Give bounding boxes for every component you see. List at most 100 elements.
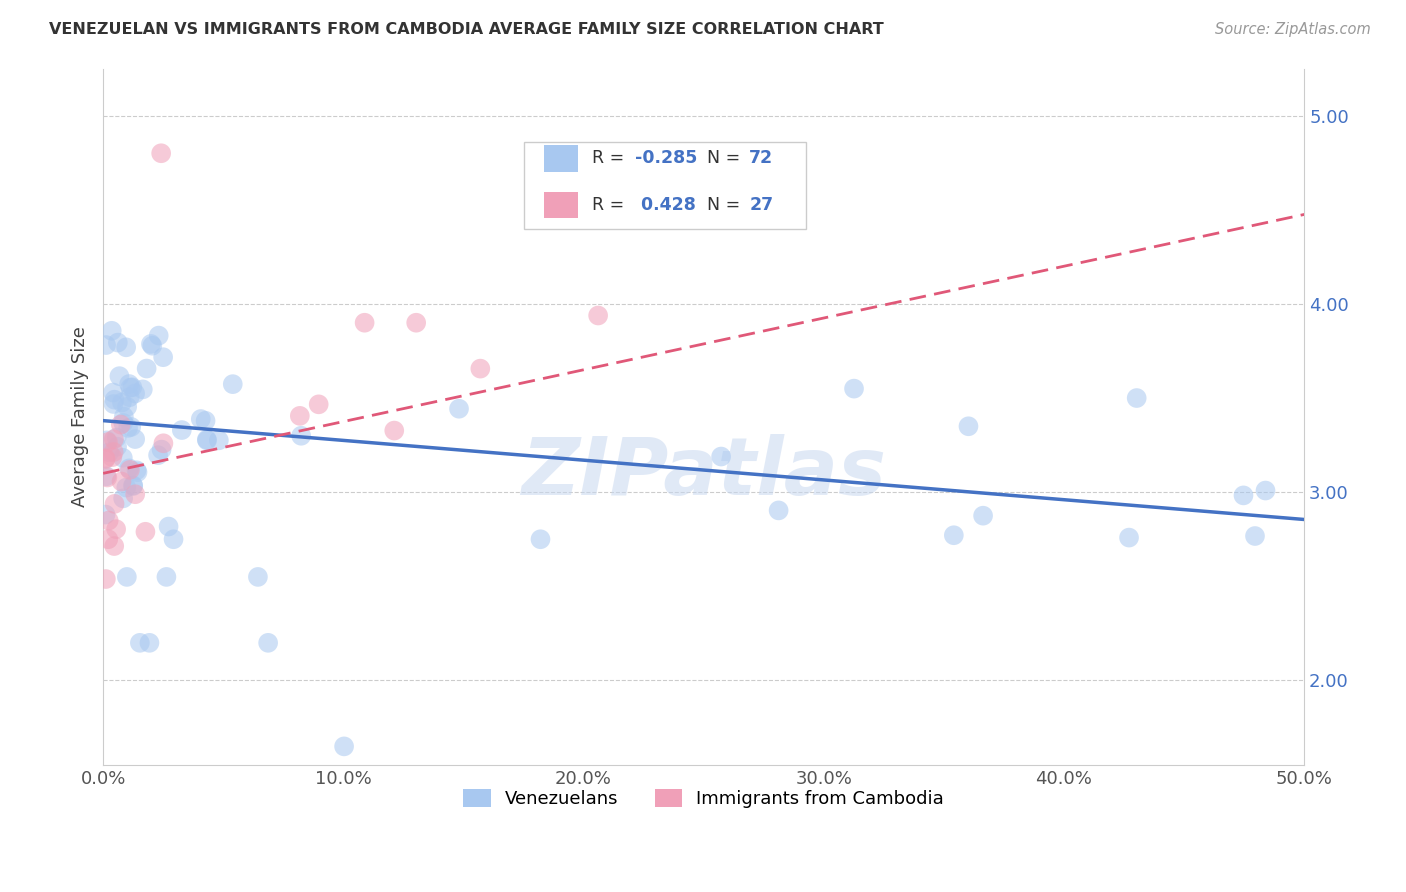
Point [100, 324, 122, 338]
Point [134, 524, 156, 539]
Point [1244, 529, 1267, 543]
Point [152, 436, 174, 450]
Point [382, 424, 405, 438]
Point [94, 338, 117, 352]
Point [96, 470, 118, 484]
Point [117, 421, 139, 435]
Text: 27: 27 [749, 196, 773, 214]
Point [103, 445, 125, 459]
Point [122, 479, 145, 493]
Y-axis label: Average Family Size: Average Family Size [72, 326, 89, 508]
Point [127, 465, 149, 479]
Point [118, 377, 141, 392]
Point [288, 409, 311, 423]
Point [170, 423, 193, 437]
Point [107, 335, 129, 350]
Point [94, 451, 117, 466]
Point [768, 503, 790, 517]
Point [105, 440, 128, 454]
Point [115, 481, 138, 495]
Point [405, 316, 427, 330]
Text: VENEZUELAN VS IMMIGRANTS FROM CAMBODIA AVERAGE FAMILY SIZE CORRELATION CHART: VENEZUELAN VS IMMIGRANTS FROM CAMBODIA A… [49, 22, 884, 37]
Point [190, 412, 212, 426]
Point [257, 636, 280, 650]
Point [115, 400, 138, 414]
Point [105, 522, 128, 536]
Point [139, 337, 162, 351]
Text: ZIPatlas: ZIPatlas [522, 434, 886, 512]
Point [103, 497, 125, 511]
Point [103, 392, 125, 407]
Point [957, 419, 980, 434]
Point [101, 450, 124, 464]
Point [246, 570, 269, 584]
Point [157, 519, 180, 533]
Point [125, 463, 148, 477]
Point [1118, 531, 1140, 545]
Point [111, 450, 134, 465]
Point [98, 445, 121, 459]
Point [96, 469, 118, 483]
Point [120, 420, 142, 434]
Point [141, 339, 163, 353]
Point [94, 572, 117, 586]
Text: R =: R = [592, 149, 630, 168]
FancyBboxPatch shape [544, 145, 578, 171]
Point [333, 739, 356, 754]
FancyBboxPatch shape [523, 142, 806, 228]
Point [97, 533, 120, 547]
Point [972, 508, 994, 523]
Point [195, 434, 218, 448]
Point [110, 475, 132, 489]
Point [124, 487, 146, 501]
Point [103, 432, 125, 446]
Point [112, 416, 135, 430]
Point [112, 491, 135, 506]
Point [118, 461, 141, 475]
Point [148, 328, 170, 343]
Point [120, 381, 142, 395]
Point [194, 414, 217, 428]
Point [290, 429, 312, 443]
Point [111, 395, 134, 409]
Point [118, 390, 141, 404]
Point [132, 383, 155, 397]
Point [353, 316, 375, 330]
Point [470, 361, 492, 376]
Point [162, 533, 184, 547]
Point [103, 397, 125, 411]
Point [152, 350, 174, 364]
Point [128, 636, 150, 650]
Text: -0.285: -0.285 [636, 149, 697, 168]
Text: R =: R = [592, 196, 630, 214]
Text: 0.428: 0.428 [636, 196, 696, 214]
Text: N =: N = [707, 149, 747, 168]
Point [105, 431, 128, 445]
Point [308, 397, 330, 411]
Point [842, 382, 865, 396]
Point [94, 452, 117, 467]
Point [115, 570, 138, 584]
Text: N =: N = [707, 196, 747, 214]
Point [586, 309, 609, 323]
Point [118, 463, 141, 477]
FancyBboxPatch shape [544, 192, 578, 219]
Point [942, 528, 965, 542]
Point [222, 377, 245, 392]
Point [150, 442, 173, 457]
Point [97, 514, 120, 528]
Point [94, 508, 117, 522]
Text: Source: ZipAtlas.com: Source: ZipAtlas.com [1215, 22, 1371, 37]
Point [103, 539, 125, 553]
Point [138, 636, 160, 650]
Point [110, 417, 132, 432]
Point [155, 570, 177, 584]
Point [135, 361, 157, 376]
Point [101, 385, 124, 400]
Point [150, 146, 173, 161]
Point [1125, 391, 1147, 405]
Point [112, 409, 135, 424]
Point [195, 433, 218, 447]
Point [122, 478, 145, 492]
Point [447, 401, 470, 416]
